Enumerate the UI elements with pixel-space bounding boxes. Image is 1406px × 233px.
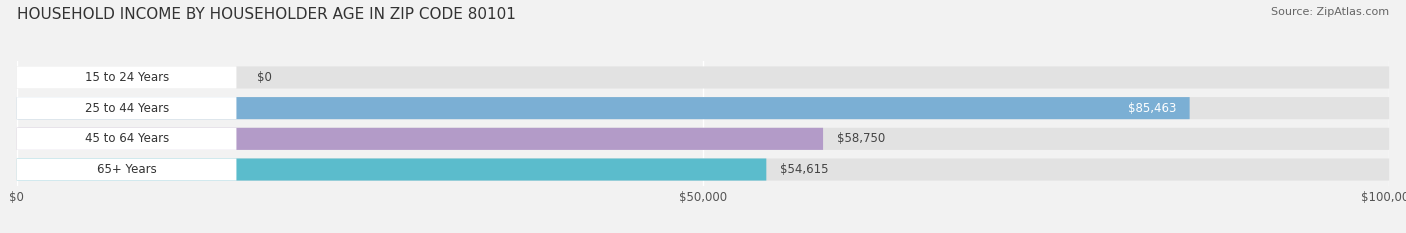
FancyBboxPatch shape: [17, 128, 1389, 150]
FancyBboxPatch shape: [17, 128, 823, 150]
Text: $0: $0: [257, 71, 271, 84]
Text: 65+ Years: 65+ Years: [97, 163, 156, 176]
Text: $54,615: $54,615: [780, 163, 828, 176]
Text: 15 to 24 Years: 15 to 24 Years: [84, 71, 169, 84]
Text: $85,463: $85,463: [1128, 102, 1175, 115]
FancyBboxPatch shape: [17, 158, 766, 181]
Text: Source: ZipAtlas.com: Source: ZipAtlas.com: [1271, 7, 1389, 17]
Text: HOUSEHOLD INCOME BY HOUSEHOLDER AGE IN ZIP CODE 80101: HOUSEHOLD INCOME BY HOUSEHOLDER AGE IN Z…: [17, 7, 516, 22]
FancyBboxPatch shape: [17, 97, 1189, 119]
FancyBboxPatch shape: [17, 66, 1389, 89]
FancyBboxPatch shape: [17, 66, 236, 89]
FancyBboxPatch shape: [17, 97, 1389, 119]
Text: 45 to 64 Years: 45 to 64 Years: [84, 132, 169, 145]
Text: $58,750: $58,750: [837, 132, 884, 145]
FancyBboxPatch shape: [17, 97, 236, 119]
FancyBboxPatch shape: [17, 158, 1389, 181]
FancyBboxPatch shape: [17, 128, 236, 150]
FancyBboxPatch shape: [17, 158, 236, 181]
Text: 25 to 44 Years: 25 to 44 Years: [84, 102, 169, 115]
